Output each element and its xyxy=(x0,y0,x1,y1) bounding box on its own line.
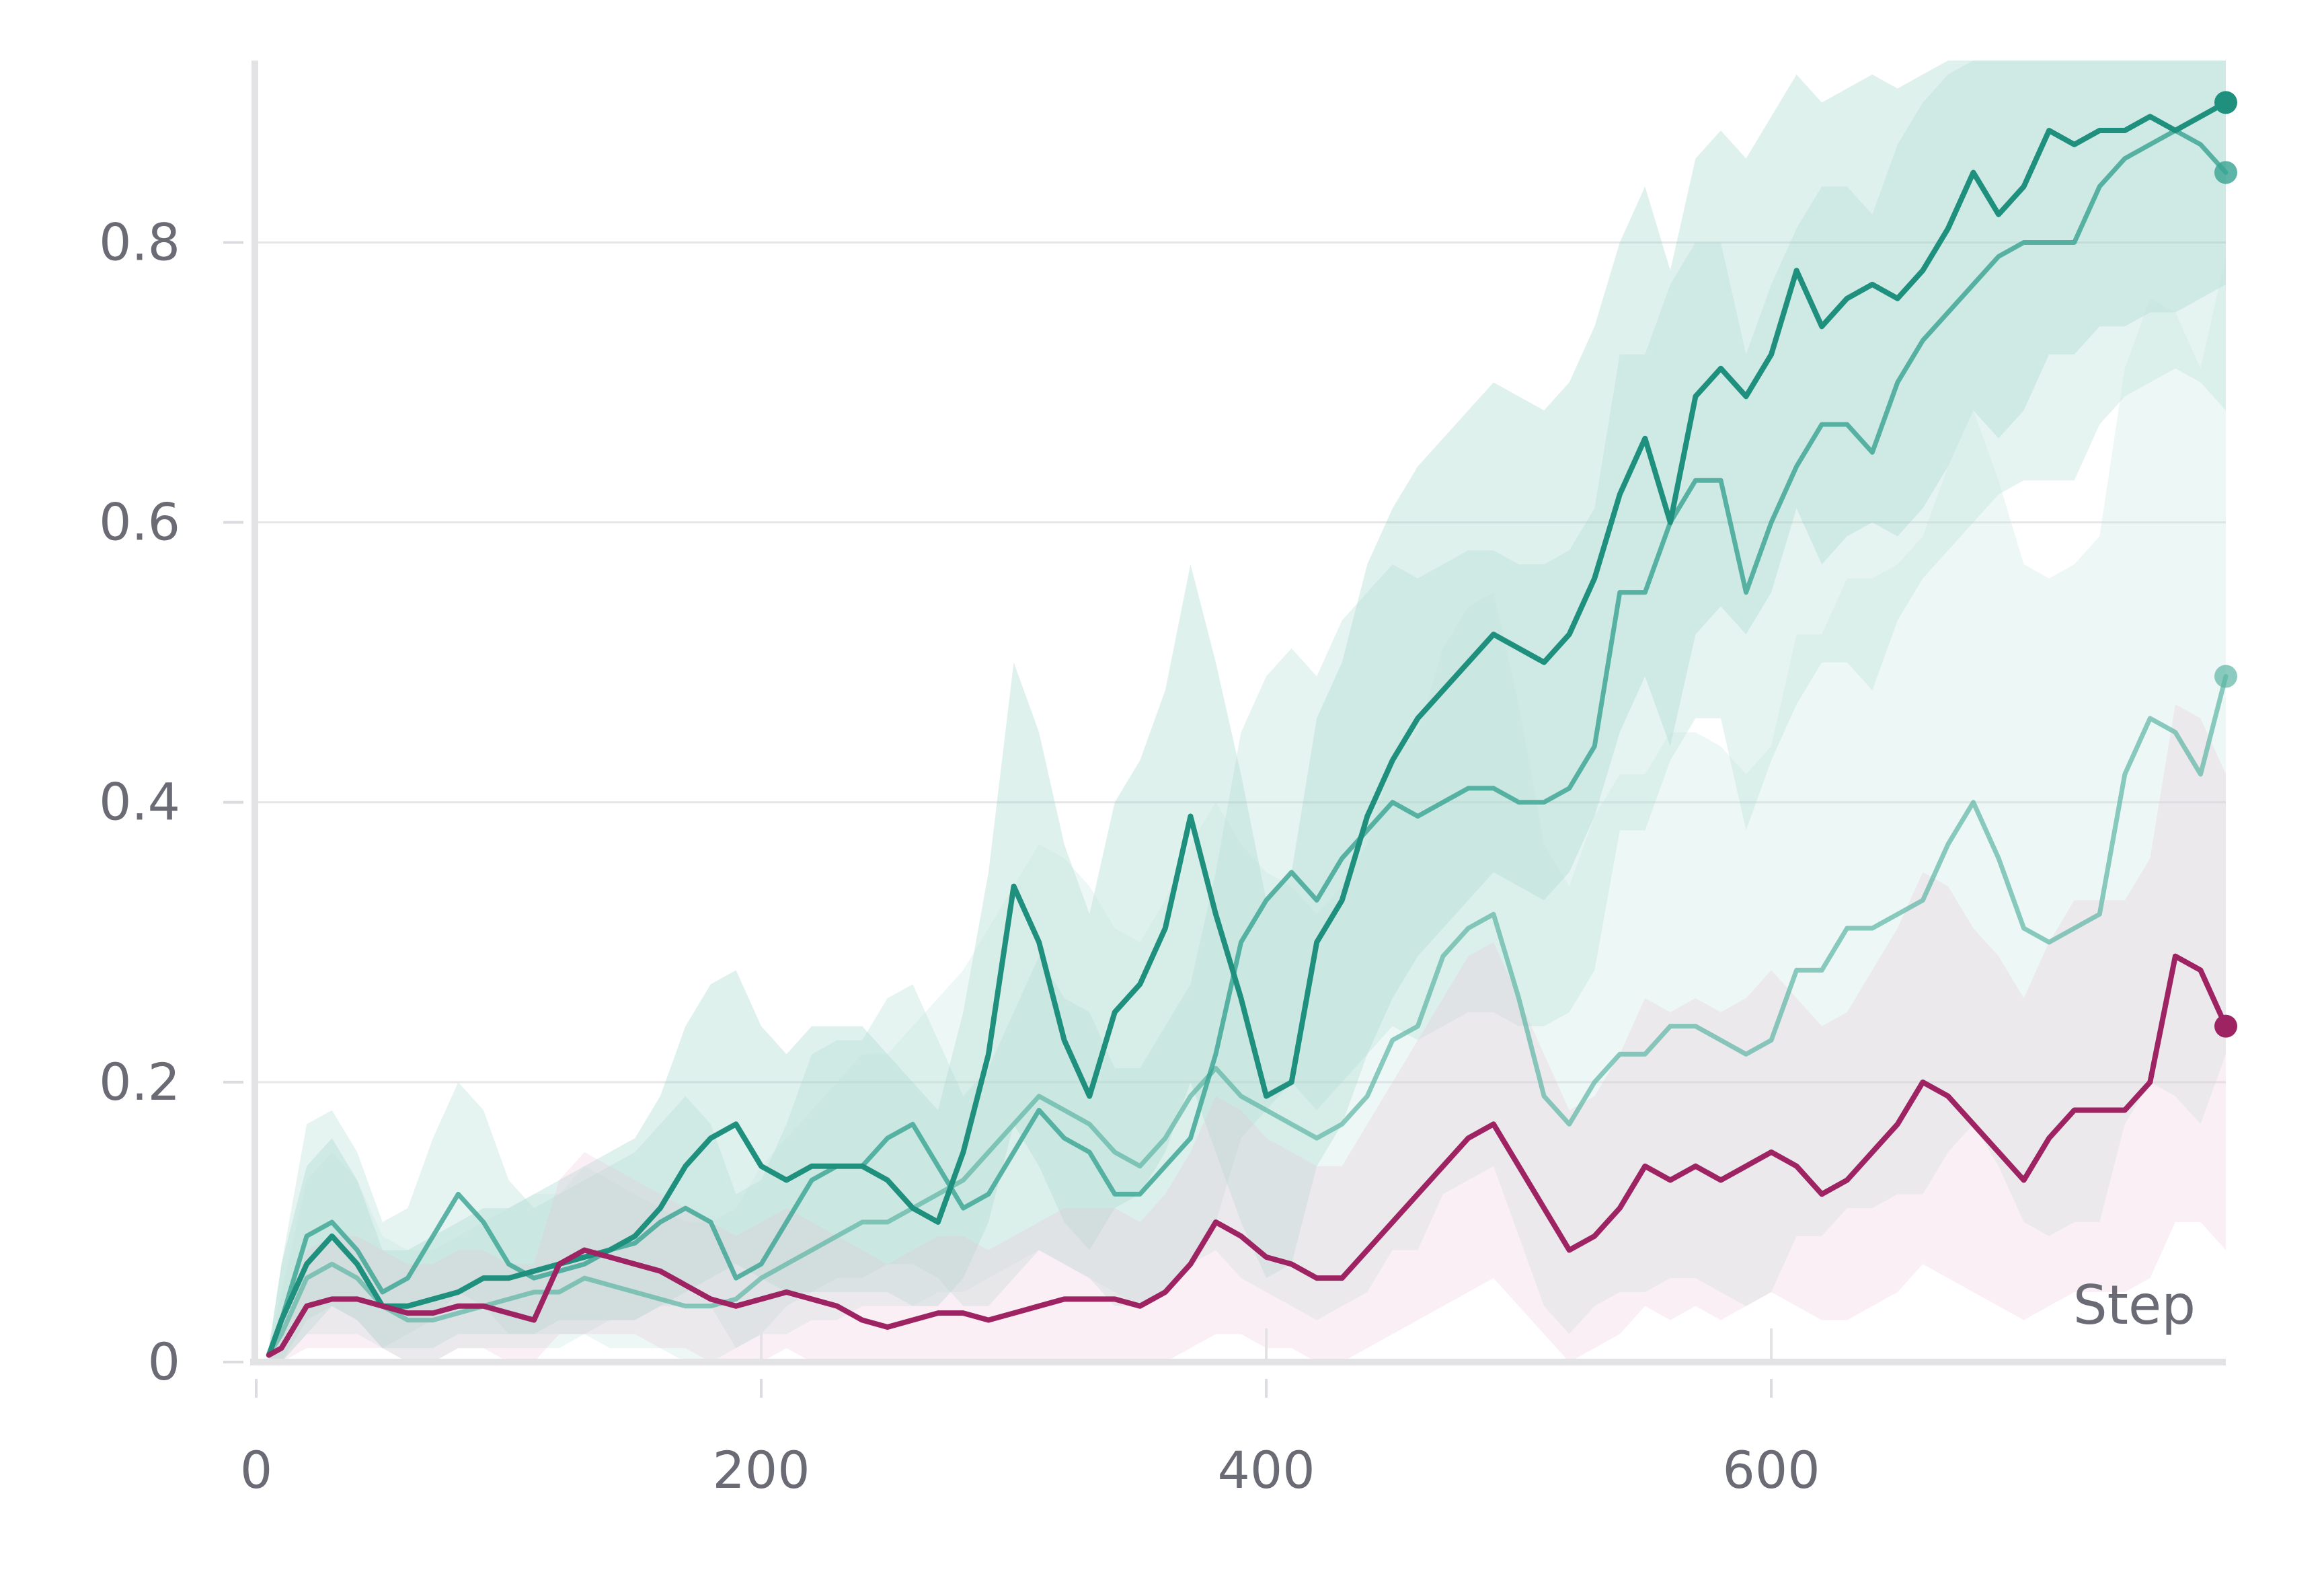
series-end-marker-2 xyxy=(2214,665,2237,688)
y-tick-label: 0.6 xyxy=(99,492,180,552)
series-end-marker-0 xyxy=(2214,91,2237,114)
tick-layer: 0 0.2 0.4 0.6 0.8 0 200 400 600 xyxy=(99,212,1820,1500)
x-tick-label: 400 xyxy=(1218,1440,1315,1500)
line-layer xyxy=(266,100,2229,1358)
series-end-marker-1 xyxy=(2214,161,2237,184)
x-axis-title: Step xyxy=(2073,1274,2196,1337)
series-line-2 xyxy=(266,673,2229,1358)
x-tick-label: 0 xyxy=(240,1440,272,1500)
y-tick-label: 0 xyxy=(148,1332,180,1392)
y-tick-label: 0.8 xyxy=(99,212,180,272)
x-tick-label: 200 xyxy=(712,1440,810,1500)
confidence-band-2 xyxy=(268,256,2226,1363)
y-tick-label: 0.2 xyxy=(99,1052,180,1112)
axis-layer xyxy=(250,61,2226,1365)
series-line-1 xyxy=(266,128,2229,1358)
series-end-marker-3 xyxy=(2214,1014,2237,1038)
x-tick-label: 600 xyxy=(1723,1440,1820,1500)
series-line-3 xyxy=(266,953,2229,1358)
marker-layer xyxy=(2214,91,2237,1038)
confidence-band-3 xyxy=(268,704,2226,1362)
y-tick-label: 0.4 xyxy=(99,772,180,832)
grid-layer xyxy=(256,241,2226,1084)
series-line-0 xyxy=(266,100,2229,1358)
